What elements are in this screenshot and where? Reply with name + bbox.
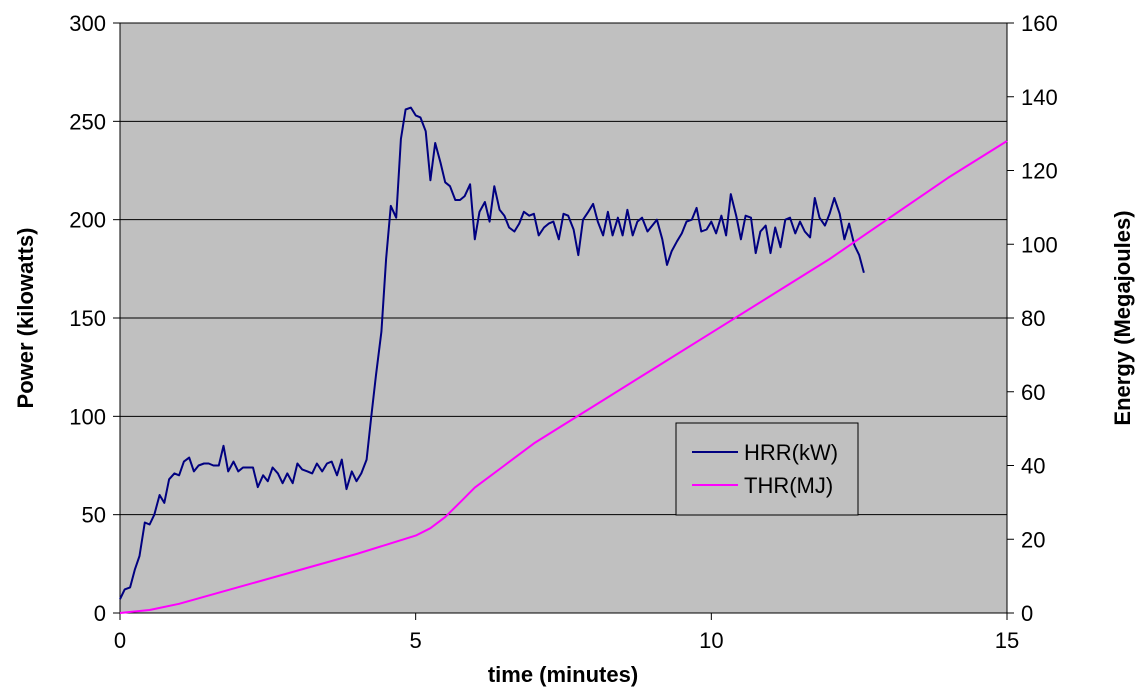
y-right-tick-label: 160 <box>1021 11 1058 36</box>
y-left-tick-label: 0 <box>94 601 106 626</box>
y-right-tick-label: 20 <box>1021 527 1045 552</box>
axes <box>113 22 1014 620</box>
x-axis-title: time (minutes) <box>488 662 638 687</box>
y-left-tick-label: 100 <box>69 404 106 429</box>
tick-labels: 0 50 100 150 200 250 300 0 20 40 60 80 100 120 140 160 0… <box>69 11 1057 653</box>
series-line-thr-mj <box>119 140 1008 614</box>
y-left-tick-label: 250 <box>69 109 106 134</box>
y-right-tick-label: 60 <box>1021 380 1045 405</box>
y-right-tick-label: 100 <box>1021 232 1058 257</box>
x-tick-label: 10 <box>699 628 723 653</box>
legend-label-hrr: HRR(kW) <box>744 440 838 465</box>
y-right-tick-label: 80 <box>1021 306 1045 331</box>
series-layer <box>119 106 1008 614</box>
legend-box <box>675 422 859 516</box>
x-tick-label: 5 <box>410 628 422 653</box>
y-left-tick-label: 150 <box>69 306 106 331</box>
legend: HRR(kW) THR(MJ) <box>675 422 859 516</box>
y-right-tick-label: 140 <box>1021 85 1058 110</box>
y-left-tick-label: 50 <box>82 503 106 528</box>
series-line-hrr-kw <box>119 106 865 600</box>
x-tick-label: 0 <box>114 628 126 653</box>
y-left-tick-label: 300 <box>69 11 106 36</box>
legend-label-thr: THR(MJ) <box>744 473 833 498</box>
x-tick-label: 15 <box>995 628 1019 653</box>
y-axis-right-title: Energy (Megajoules) <box>1110 210 1135 425</box>
y-left-tick-label: 200 <box>69 208 106 233</box>
y-right-tick-label: 0 <box>1021 601 1033 626</box>
y-right-tick-label: 120 <box>1021 159 1058 184</box>
gridlines <box>120 120 1007 516</box>
y-right-tick-label: 40 <box>1021 454 1045 479</box>
y-axis-left-title: Power (kilowatts) <box>13 228 38 409</box>
